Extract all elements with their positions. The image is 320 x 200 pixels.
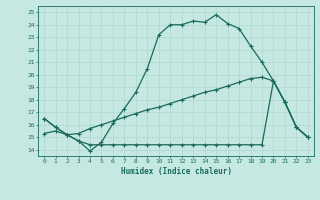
X-axis label: Humidex (Indice chaleur): Humidex (Indice chaleur) bbox=[121, 167, 231, 176]
